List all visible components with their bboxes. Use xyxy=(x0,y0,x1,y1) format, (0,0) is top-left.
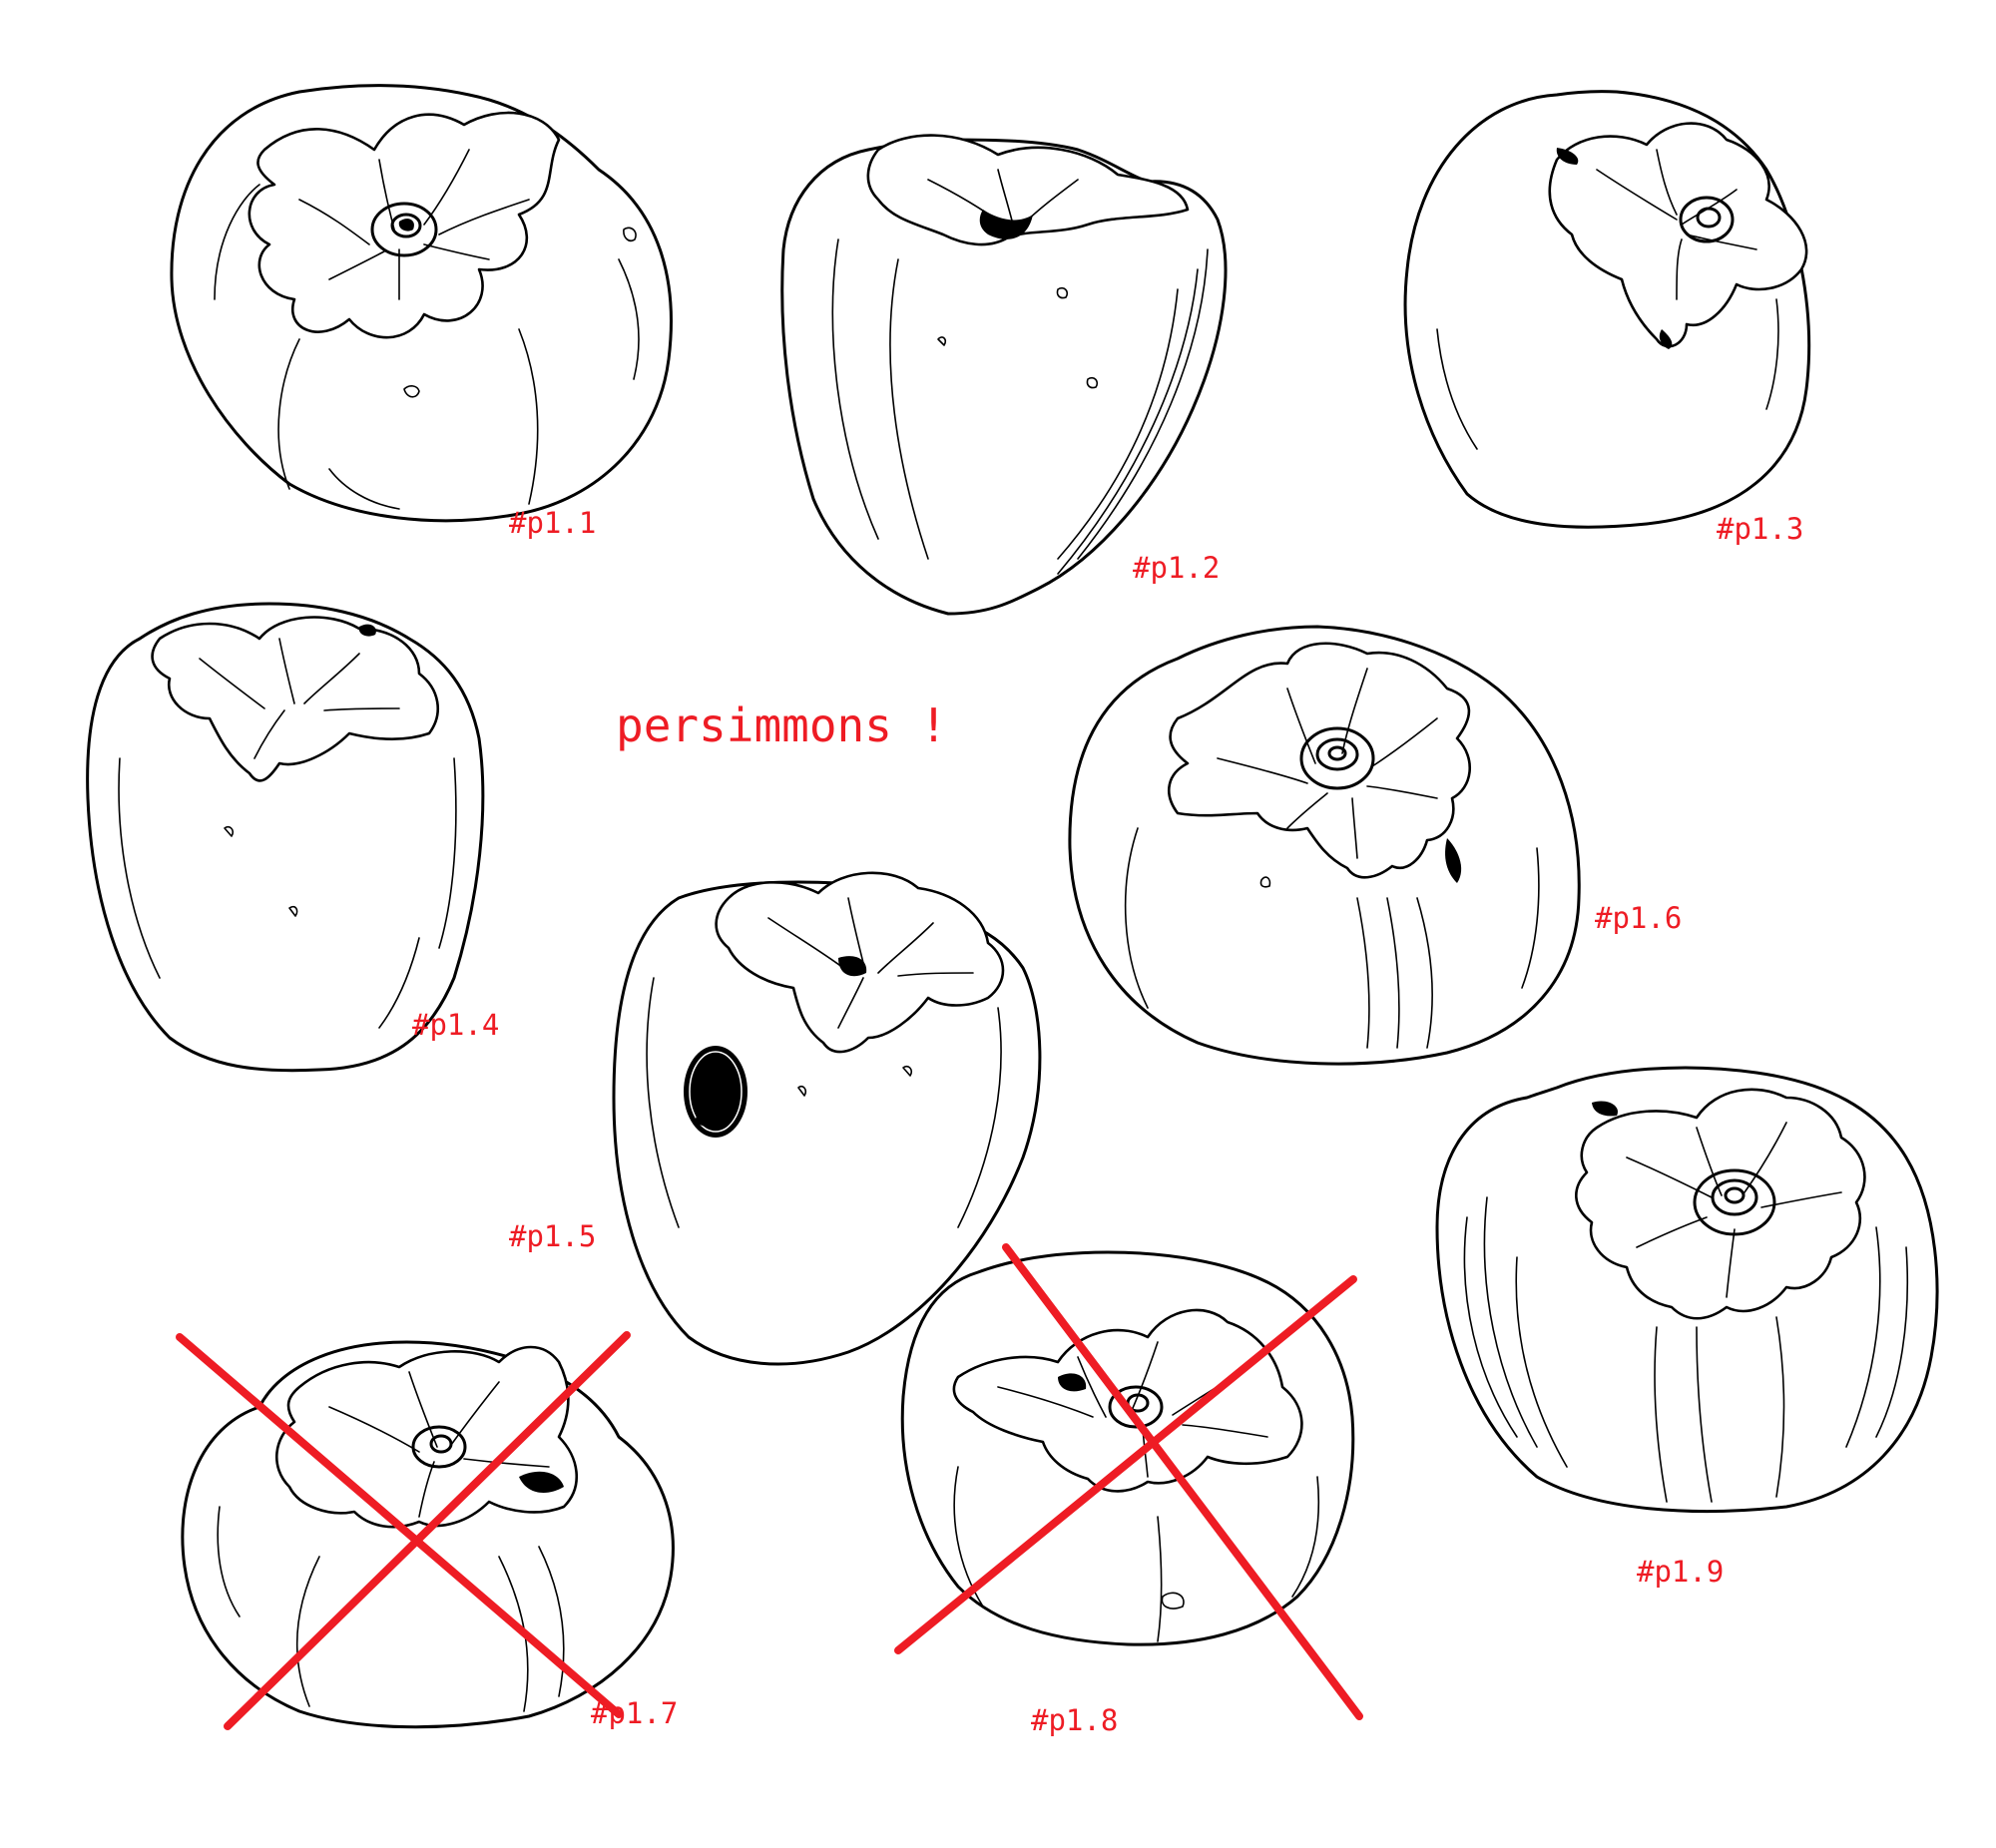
persimmon-sketch-3 xyxy=(1403,90,1811,529)
sketch-label-3: #p1.3 xyxy=(1717,512,1804,546)
cross-out-mark-7 xyxy=(176,1331,631,1730)
persimmon-sketch-9 xyxy=(1435,1066,1939,1514)
cross-stroke-b xyxy=(224,1331,631,1730)
page-title: persimmons ! xyxy=(616,698,948,752)
cross-stroke-a xyxy=(176,1333,623,1718)
cross-out-mark-8 xyxy=(894,1243,1363,1720)
cross-stroke-a xyxy=(1002,1243,1363,1720)
sketch-label-7: #p1.7 xyxy=(591,1696,679,1730)
cross-stroke-b xyxy=(894,1275,1357,1654)
produce-sticker: FACIFIC 4427 xyxy=(684,1046,748,1138)
sketch-label-4: #p1.4 xyxy=(412,1008,500,1042)
sketch-label-6: #p1.6 xyxy=(1595,901,1683,935)
persimmon-sketch-4 xyxy=(86,602,485,1073)
sketch-label-9: #p1.9 xyxy=(1637,1555,1725,1589)
persimmon-sketch-2 xyxy=(780,134,1228,616)
sketch-label-5: #p1.5 xyxy=(509,1219,597,1253)
sketch-label-1: #p1.1 xyxy=(509,506,597,540)
persimmon-sketch-1 xyxy=(170,84,673,523)
sketch-label-2: #p1.2 xyxy=(1133,551,1221,585)
sketch-label-8: #p1.8 xyxy=(1031,1703,1119,1737)
persimmon-sketch-5: FACIFIC 4427 xyxy=(612,871,1042,1366)
persimmon-sketch-6 xyxy=(1068,625,1581,1066)
persimmon-sketch-8 xyxy=(900,1250,1355,1646)
